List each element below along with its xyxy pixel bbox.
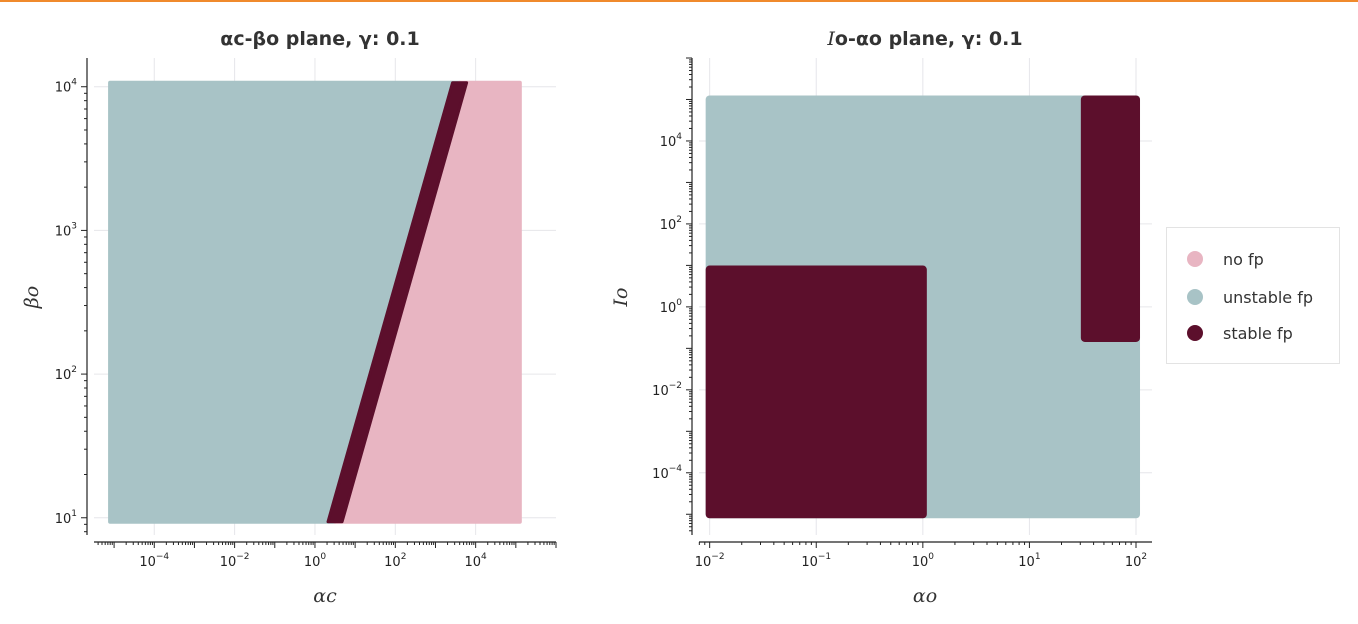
legend-item-no-fp: no fp <box>1187 248 1264 270</box>
legend: no fp unstable fp stable fp <box>1166 227 1340 364</box>
region-stable-fp-band <box>326 81 469 524</box>
left-panel: αc-βo plane, γ: 0.1 10−4 10−2 100 102 104 101… <box>21 28 557 607</box>
y-tick-label: 10−2 <box>652 381 682 399</box>
right-title-italic: I <box>826 28 835 50</box>
x-tick-label: 101 <box>1018 552 1040 570</box>
right-plot-area <box>705 95 1141 519</box>
left-y-axis-label: βo <box>21 286 43 309</box>
y-tick-label: 102 <box>55 365 77 383</box>
left-plot-area <box>108 80 522 524</box>
y-tick-label: 104 <box>55 78 78 96</box>
y-tick-label: 103 <box>55 221 77 239</box>
legend-item-unstable-fp: unstable fp <box>1187 286 1313 308</box>
legend-item-stable-fp: stable fp <box>1187 322 1293 344</box>
right-chart-title: Io-αo plane, γ: 0.1 <box>826 28 1022 50</box>
right-y-axis-label: Io <box>610 288 632 308</box>
x-tick-label: 102 <box>384 552 406 570</box>
top-accent-rule <box>0 0 1358 2</box>
right-panel: Io-αo plane, γ: 0.1 10−2 10−1 100 101 10210−… <box>610 28 1152 607</box>
x-tick-label: 10−2 <box>695 552 725 570</box>
y-tick-label: 100 <box>660 298 683 316</box>
left-axes: 10−4 10−2 100 102 104 101 102 103 104 <box>55 58 557 570</box>
legend-marker-no-fp <box>1187 251 1203 267</box>
y-tick-label: 104 <box>660 132 683 150</box>
x-tick-label: 100 <box>304 552 327 570</box>
legend-label-unstable-fp: unstable fp <box>1223 287 1314 307</box>
x-tick-label: 10−4 <box>139 552 169 570</box>
y-tick-label: 101 <box>55 509 77 527</box>
region-stable-fp-lower-left <box>705 265 927 519</box>
left-x-axis-label: αc <box>313 585 337 607</box>
x-tick-label: 102 <box>1125 552 1147 570</box>
x-tick-label: 10−1 <box>801 552 831 570</box>
right-x-axis-label: αo <box>913 585 937 607</box>
y-tick-label: 10−4 <box>652 464 682 482</box>
y-tick-label: 102 <box>660 215 682 233</box>
right-title-rest: o-αo plane, γ: 0.1 <box>835 28 1023 50</box>
legend-marker-stable-fp <box>1187 325 1203 341</box>
right-axes: 10−2 10−1 100 101 102 10−4 10−2 100 102 104 <box>652 57 1152 570</box>
x-tick-label: 100 <box>912 552 935 570</box>
legend-marker-unstable-fp <box>1187 289 1203 305</box>
x-tick-label: 10−2 <box>220 552 250 570</box>
left-chart-title: αc-βo plane, γ: 0.1 <box>220 28 419 50</box>
legend-label-no-fp: no fp <box>1223 249 1264 269</box>
x-tick-label: 104 <box>465 552 488 570</box>
legend-label-stable-fp: stable fp <box>1223 323 1293 343</box>
region-stable-fp-upper-right <box>1080 95 1141 342</box>
